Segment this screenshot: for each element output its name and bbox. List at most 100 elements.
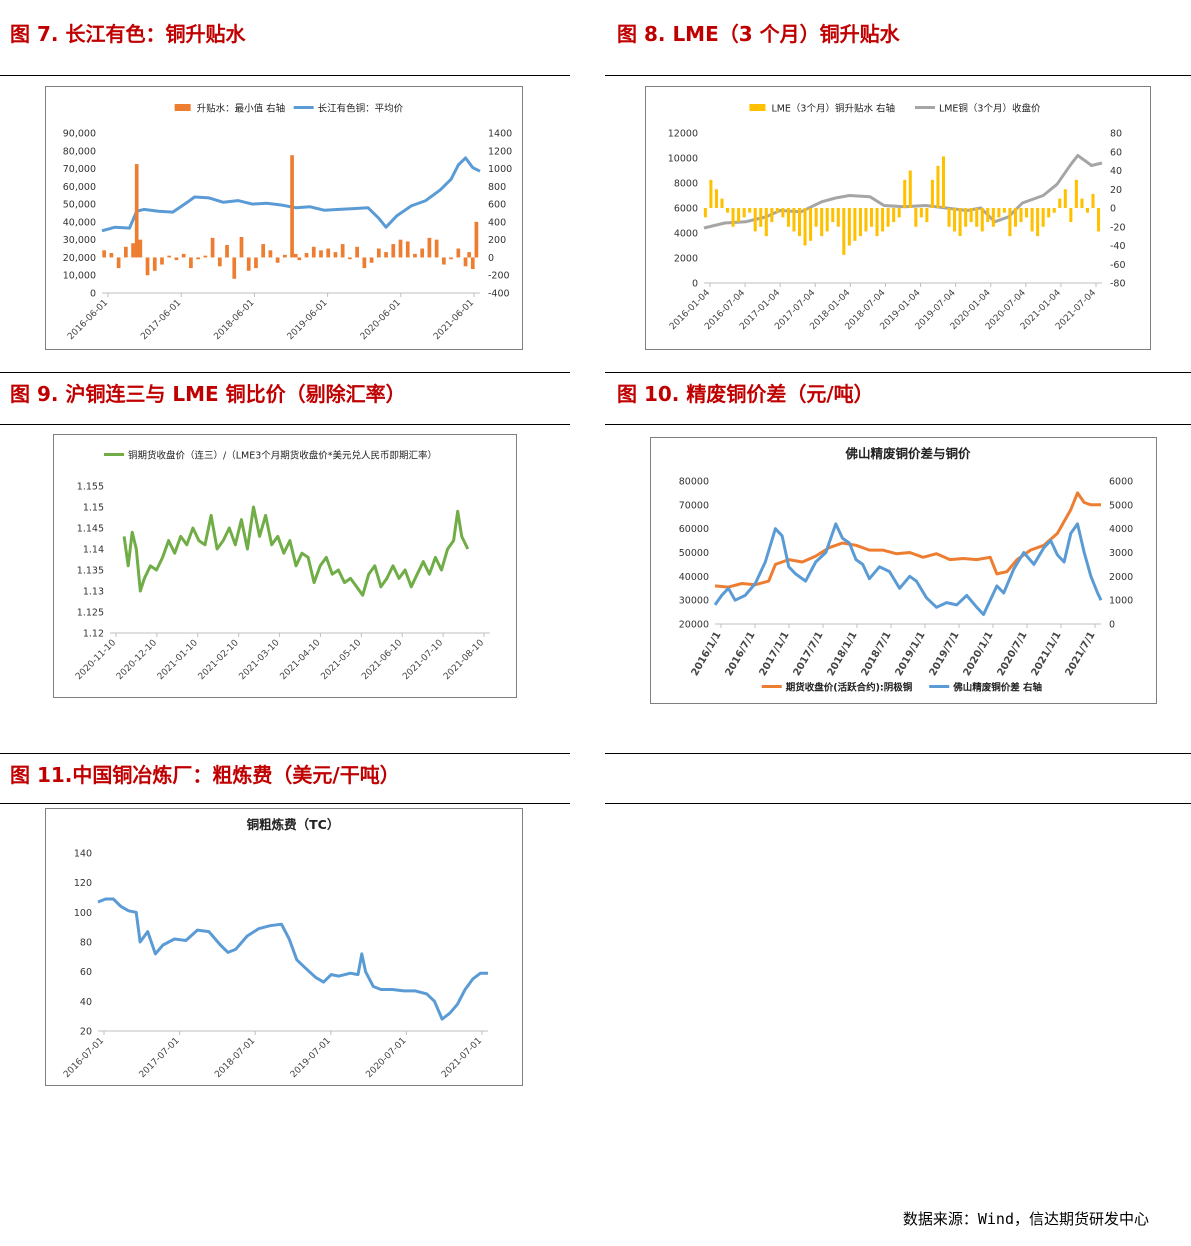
y-right-tick-label: 5000 [1109, 500, 1133, 511]
bar-mark [474, 221, 479, 258]
bar-mark [881, 208, 885, 232]
x-tick-label: 2017-07-01 [138, 1036, 182, 1080]
y-left-tick-label: 50000 [679, 548, 709, 559]
bar-mark [886, 208, 890, 227]
bar-mark [138, 239, 143, 258]
bar-mark [456, 248, 461, 258]
y-left-tick-label: 0 [692, 279, 698, 290]
x-tick-label: 2021-01-10 [156, 638, 200, 682]
bar-mark [160, 257, 164, 265]
bar-mark [1002, 208, 1006, 213]
y-left-tick-label: 20,000 [63, 253, 96, 264]
bar-mark [731, 208, 735, 227]
y-right-tick-label: -40 [1110, 241, 1126, 252]
y-left-tick-label: 90,000 [63, 129, 96, 140]
bar-mark [930, 179, 934, 208]
bar-mark [369, 257, 374, 263]
legend-label: 佛山精废铜价差 右轴 [952, 682, 1042, 694]
bar-mark [225, 245, 229, 258]
y-left-tick-label: 70000 [679, 500, 709, 511]
bar-mark [232, 257, 237, 279]
legend-label: 期货收盘价(活跃合约):阴极铜 [786, 682, 913, 694]
y-left-tick-label: 1.125 [77, 608, 104, 619]
y-left-tick-label: 60000 [679, 524, 709, 535]
x-tick-label: 2020-12-10 [115, 638, 159, 682]
y-right-tick-label: 6000 [1109, 477, 1133, 488]
y-left-tick-label: 0 [90, 289, 96, 300]
bar-mark [1091, 193, 1095, 208]
bar-mark [189, 257, 193, 269]
y-left-tick-label: 60,000 [63, 182, 96, 193]
x-tick-label: 2016-06-01 [66, 298, 110, 342]
bar-mark [134, 164, 139, 258]
y-left-tick-label: 1.135 [77, 566, 104, 577]
x-tick-label: 2021-06-10 [360, 638, 404, 682]
bar-mark [726, 208, 730, 213]
y-right-tick-label: 600 [488, 200, 506, 211]
legend-label: LME铜（3个月）收盘价 [939, 103, 1041, 115]
y-left-tick-label: 50,000 [63, 200, 96, 211]
rule-mid-left-b [0, 424, 570, 425]
bar-mark [842, 208, 846, 255]
bar-mark [413, 253, 417, 258]
legend-swatch [174, 104, 191, 111]
bar-mark [925, 208, 929, 223]
x-tick-label: 2021-02-10 [197, 638, 241, 682]
x-tick-label: 2019/1/1 [894, 630, 928, 678]
y-left-tick-label: 80000 [679, 477, 709, 488]
bar-mark [340, 244, 345, 258]
y-left-tick-label: 1.145 [77, 524, 104, 535]
x-tick-label: 2019/7/1 [928, 630, 962, 678]
x-tick-label: 2019-06-01 [286, 298, 330, 342]
rule-mid-right-a [605, 372, 1191, 373]
y-left-tick-label: 2000 [674, 254, 698, 265]
bar-mark [748, 208, 752, 213]
bar-mark [814, 208, 818, 227]
y-left-tick-label: 30000 [679, 596, 709, 607]
x-tick-label: 2021-05-10 [319, 638, 363, 682]
rule-mid-left-a [0, 372, 570, 373]
bar-mark [434, 239, 439, 258]
bar-mark [781, 208, 785, 218]
bar-mark [809, 208, 813, 241]
bar-mark [720, 198, 724, 208]
y-left-tick-label: 40,000 [63, 217, 96, 228]
bar-mark [1019, 208, 1023, 223]
bar-mark [892, 208, 896, 223]
bar-mark [246, 257, 251, 271]
x-tick-label: 2020-11-10 [74, 638, 118, 682]
y-left-tick-label: 1.12 [83, 629, 104, 640]
x-tick-label: 2018-06-01 [212, 298, 256, 342]
x-tick-label: 2021-04-10 [279, 638, 323, 682]
bar-mark [964, 208, 968, 227]
bar-mark [1058, 198, 1062, 208]
y-left-tick-label: 100 [74, 908, 92, 919]
bar-mark [131, 243, 135, 258]
y-right-tick-label: 80 [1110, 129, 1122, 140]
bar-mark [903, 179, 907, 208]
y-right-tick-label: -200 [488, 271, 510, 282]
bar-mark [290, 155, 294, 258]
y-left-tick-label: 60 [80, 967, 92, 978]
y-left-tick-label: 40000 [679, 572, 709, 583]
bar-mark [293, 253, 298, 258]
bar-mark [239, 237, 244, 258]
y-left-tick-label: 10,000 [63, 271, 96, 282]
bar-mark [427, 237, 432, 258]
chart-panel-fig8: 12000 10000 8000 6000 4000 2000 0 80 60 40 20 0 -20 -… [645, 86, 1151, 350]
bar-mark [152, 257, 157, 271]
y-left-tick-label: 20000 [679, 620, 709, 631]
figure-title-7: 图 7. 长江有色：铜升贴水 [10, 22, 246, 46]
y-right-tick-label: 4000 [1109, 524, 1133, 535]
rule-top-left [0, 75, 570, 76]
bar-mark [398, 239, 403, 258]
bar-mark [919, 208, 923, 218]
x-tick-label: 2016/1/1 [690, 630, 724, 678]
y-left-tick-label: 70,000 [63, 164, 96, 175]
bar-mark [858, 208, 862, 237]
bar-mark [737, 208, 741, 223]
bar-mark [797, 208, 802, 237]
bar-mark [1030, 208, 1034, 232]
bar-mark [1041, 208, 1045, 227]
y-left-tick-label: 1.155 [77, 482, 104, 493]
